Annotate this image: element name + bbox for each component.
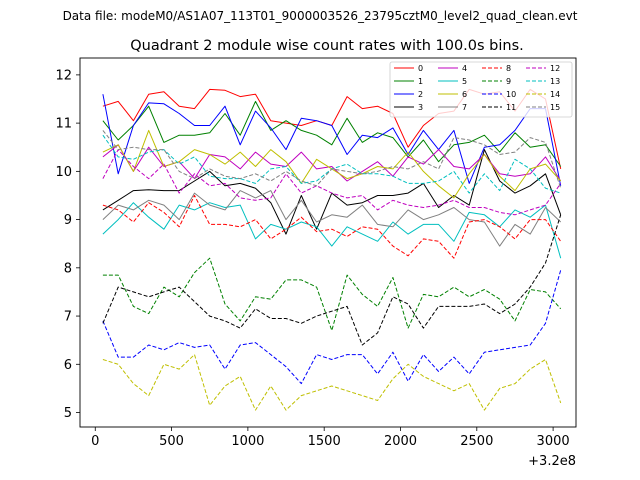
y-tick-label: 8 xyxy=(64,261,72,276)
legend-label-15: 15 xyxy=(550,103,560,112)
series-line-7 xyxy=(102,190,562,247)
legend-label-13: 13 xyxy=(550,77,560,86)
x-tick-label: 2500 xyxy=(460,434,493,449)
y-axis: 5 6 7 8 9 10 11 12 xyxy=(55,68,80,421)
y-tick-label: 12 xyxy=(55,68,72,83)
legend-label-1: 1 xyxy=(418,77,423,86)
legend-box xyxy=(389,61,573,118)
series-line-11 xyxy=(102,214,562,346)
legend-label-0: 0 xyxy=(418,64,423,73)
y-tick-label: 11 xyxy=(55,117,72,132)
legend-label-11: 11 xyxy=(506,103,516,112)
y-tick-label: 5 xyxy=(64,406,72,421)
series-line-15 xyxy=(102,130,562,189)
series-line-8 xyxy=(102,195,562,259)
legend-label-7: 7 xyxy=(462,103,467,112)
series-line-5 xyxy=(102,202,562,259)
x-offset-label: +3.2e8 xyxy=(528,454,576,469)
series-line-14 xyxy=(102,354,562,411)
x-tick-label: 1000 xyxy=(231,434,264,449)
y-tick-label: 10 xyxy=(55,165,72,180)
x-tick-label: 500 xyxy=(159,434,184,449)
series-layer xyxy=(102,88,562,411)
legend-label-4: 4 xyxy=(462,64,467,73)
axes-frame xyxy=(79,57,577,428)
suptitle: Data file: modeM0/AS1A07_113T01_90000035… xyxy=(63,9,578,23)
series-line-12 xyxy=(102,149,562,216)
series-line-10 xyxy=(102,270,562,385)
x-axis: 0 500 1000 1500 2000 2500 3000 xyxy=(91,427,570,449)
y-tick-label: 9 xyxy=(64,213,72,228)
y-tick-label: 6 xyxy=(64,358,72,373)
y-tick-label: 7 xyxy=(64,310,72,325)
legend-label-5: 5 xyxy=(462,77,467,86)
series-line-1 xyxy=(102,100,562,167)
legend-label-9: 9 xyxy=(506,77,511,86)
legend-label-14: 14 xyxy=(550,90,560,99)
x-tick-label: 3000 xyxy=(537,434,570,449)
legend-label-10: 10 xyxy=(506,90,516,99)
legend-label-12: 12 xyxy=(550,64,560,73)
legend-label-3: 3 xyxy=(418,103,423,112)
legend-label-6: 6 xyxy=(462,90,467,99)
series-line-9 xyxy=(102,257,562,331)
x-tick-label: 0 xyxy=(91,434,99,449)
legend-label-2: 2 xyxy=(418,90,423,99)
chart-title: Quadrant 2 module wise count rates with … xyxy=(130,38,524,54)
x-tick-label: 1500 xyxy=(308,434,341,449)
x-tick-label: 2000 xyxy=(384,434,417,449)
series-line-2 xyxy=(102,94,562,186)
legend-label-8: 8 xyxy=(506,64,511,73)
